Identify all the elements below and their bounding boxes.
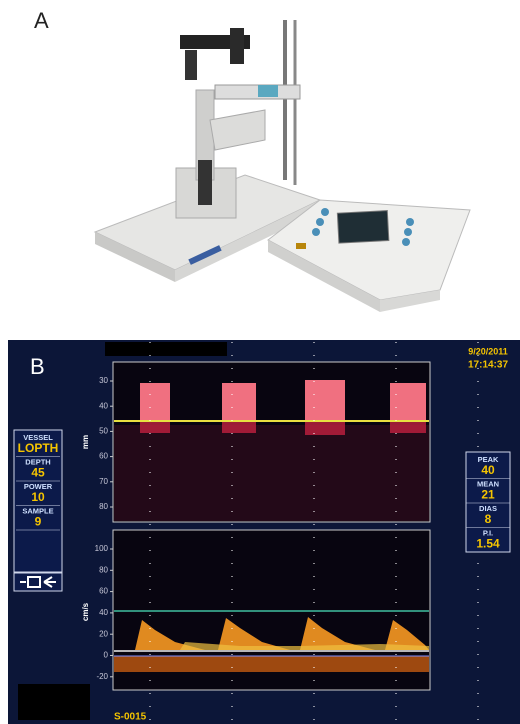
study-id: S-0015: [114, 712, 147, 723]
param-value: 10: [31, 490, 45, 504]
date: 9/20/2011: [468, 346, 508, 356]
axis-unit: cm/s: [81, 602, 90, 621]
param-value: 1.54: [476, 537, 500, 551]
plots: 30 40 50 60 70 80 100 80 60 40 20 0 -20 mm cm/s: [81, 342, 478, 722]
param-value: 45: [31, 466, 45, 480]
y-tick-label: -20: [96, 672, 108, 681]
panel-label: A: [34, 8, 49, 33]
param-value: 8: [485, 512, 492, 526]
time: 17:14:37: [468, 360, 508, 371]
param-value: LOPTH: [18, 441, 59, 455]
param-value: 40: [481, 463, 495, 477]
y-tick-label: 40: [99, 401, 108, 410]
device-photo: [95, 20, 470, 312]
y-tick-label: 100: [95, 544, 109, 553]
y-tick-label: 40: [99, 608, 108, 617]
y-tick-label: 50: [99, 427, 108, 436]
figure: A B 9/20/2011 17:14:37 S-0015: [0, 0, 520, 724]
redaction: [18, 684, 90, 720]
y-tick-label: 0: [104, 651, 109, 660]
y-tick-label: 80: [99, 565, 108, 574]
panel-label: B: [30, 354, 45, 379]
y-tick-label: 70: [99, 477, 108, 486]
y-tick-label: 80: [99, 502, 108, 511]
param-value: 21: [481, 488, 495, 502]
param-value: 9: [35, 515, 42, 529]
axis-unit: mm: [81, 435, 90, 449]
y-tick-label: 60: [99, 452, 108, 461]
y-tick-label: 60: [99, 587, 108, 596]
y-tick-label: 20: [99, 629, 108, 638]
redaction: [105, 342, 227, 356]
y-tick-label: 30: [99, 376, 108, 385]
